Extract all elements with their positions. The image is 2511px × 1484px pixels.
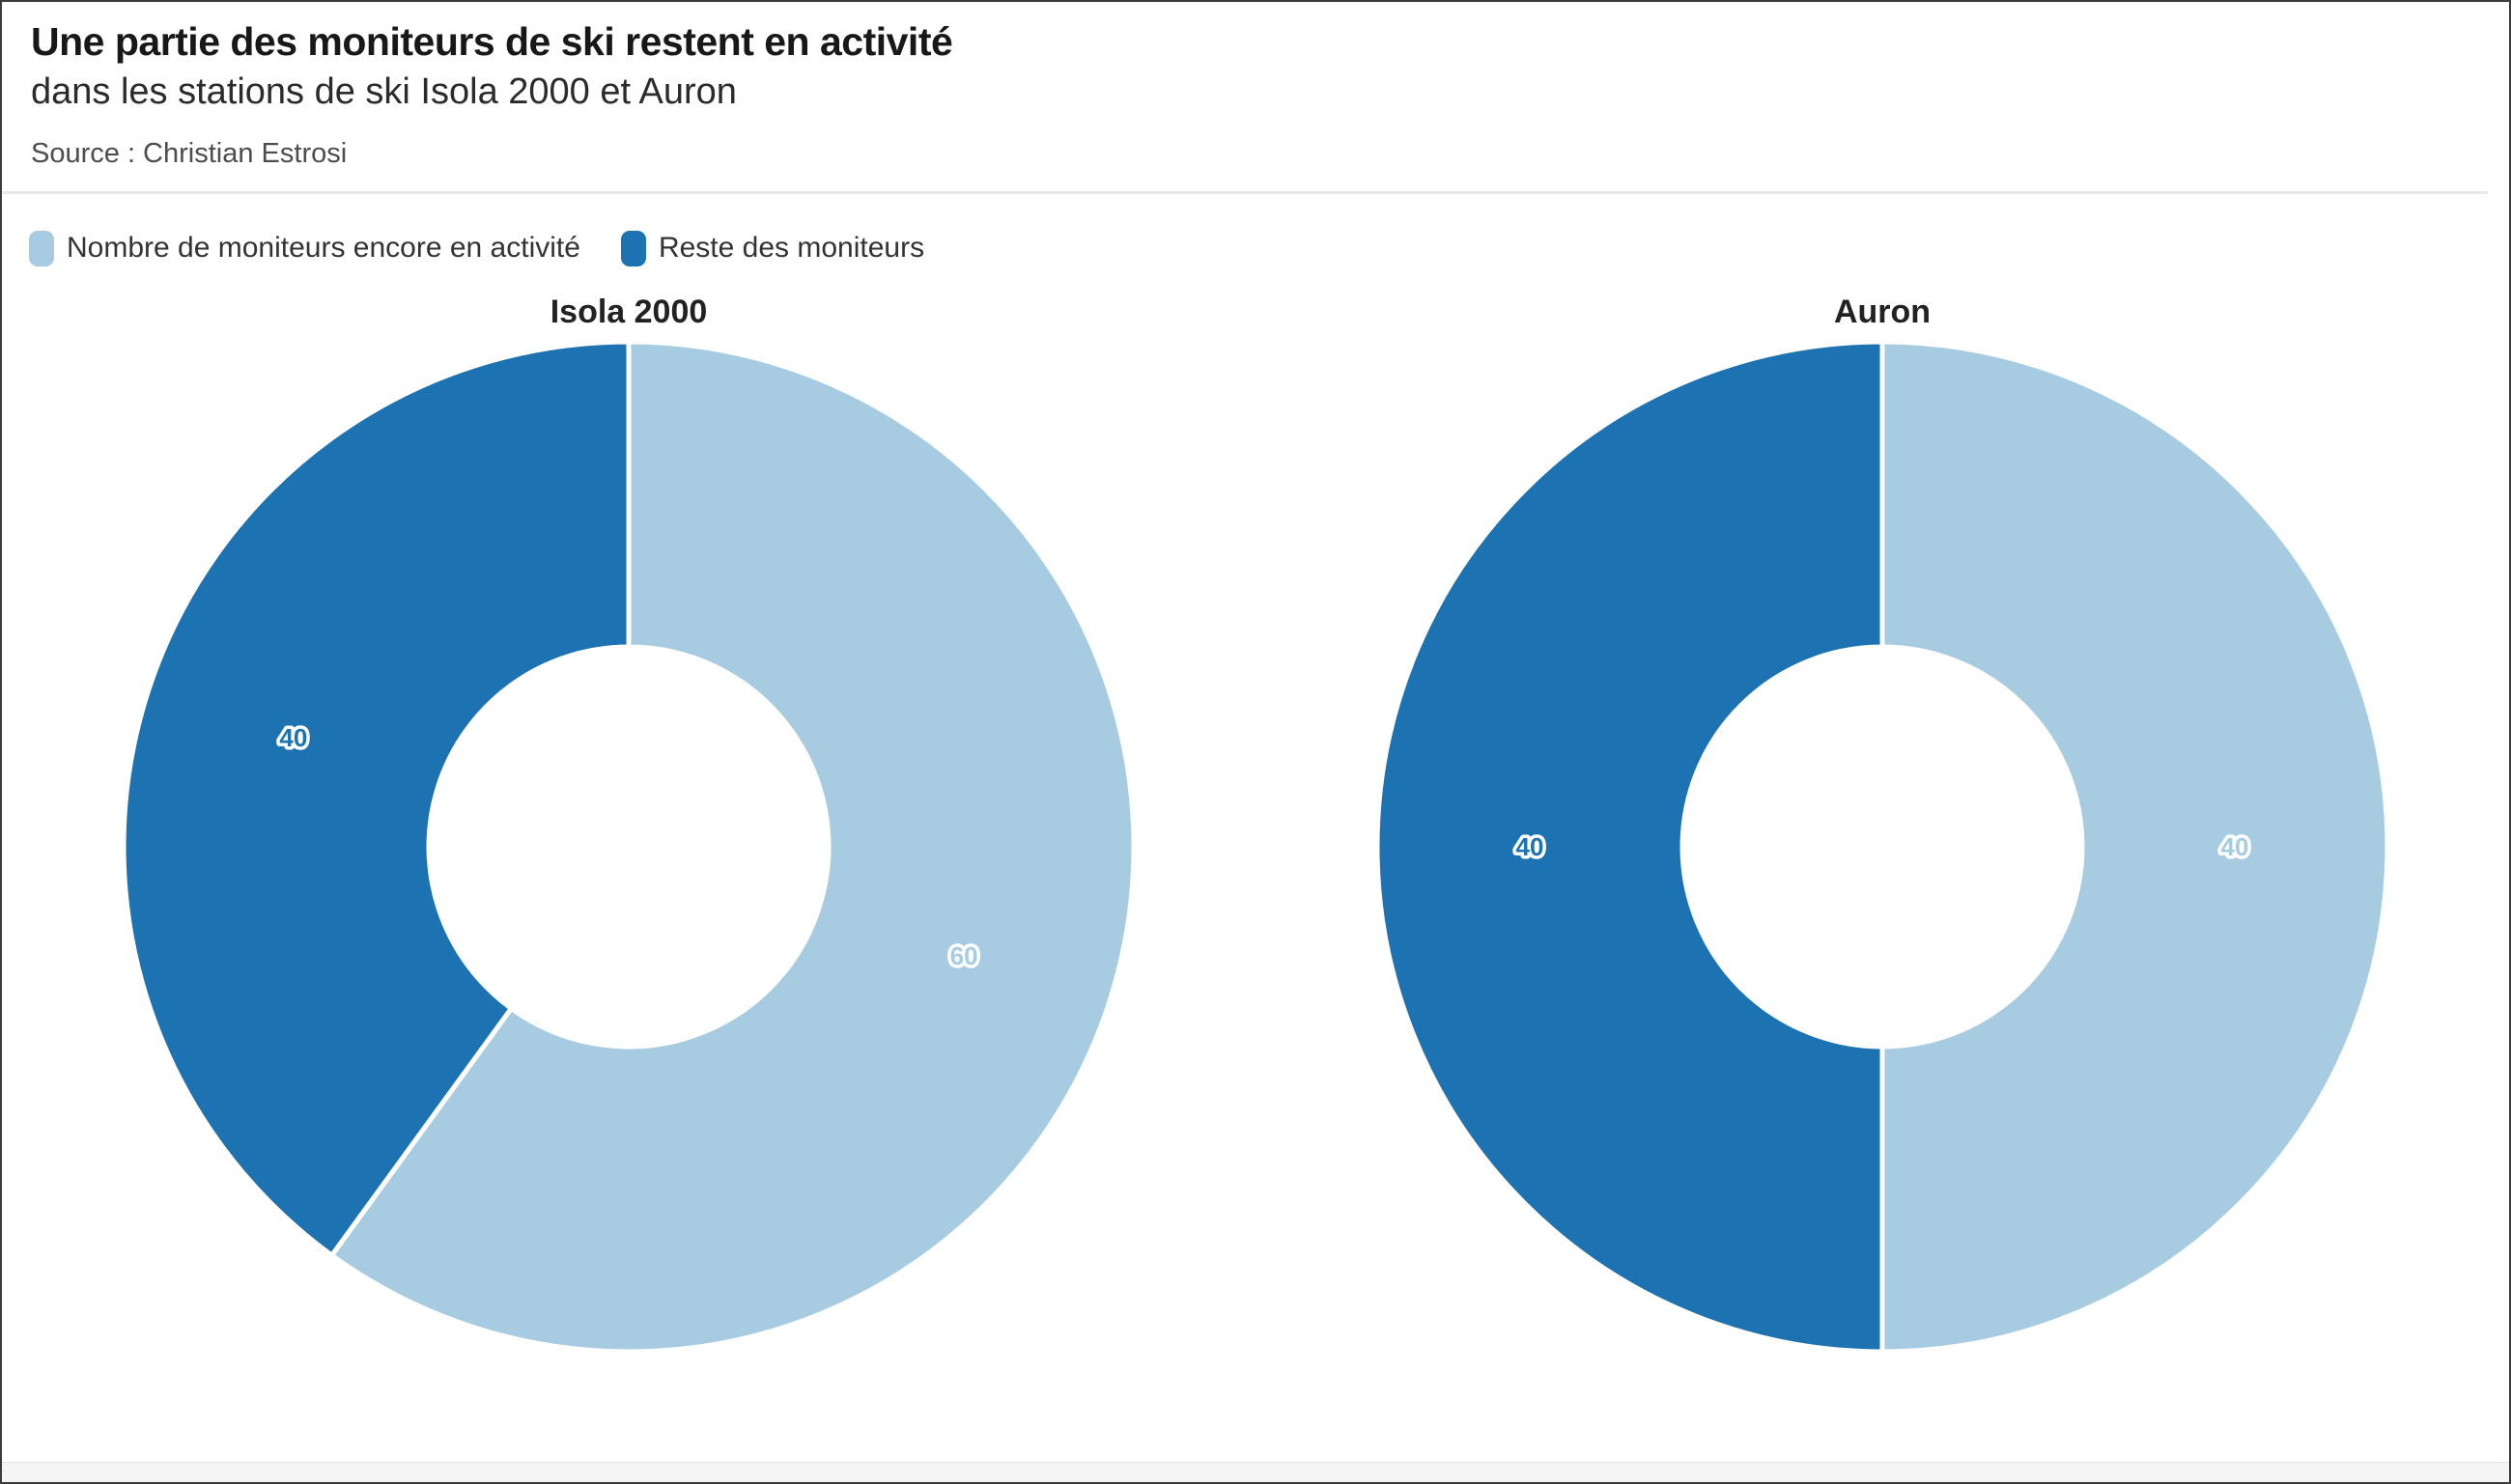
donut-svg-auron: 40 40 bbox=[1374, 339, 2390, 1355]
donut-chart-auron: Auron 40 40 bbox=[1256, 294, 2509, 1355]
page-title: Une partie des moniteurs de ski restent … bbox=[31, 19, 953, 64]
footer-bar bbox=[2, 1462, 2509, 1482]
legend-item-label: Nombre de moniteurs encore en activité bbox=[67, 232, 580, 265]
slice-value-label: 40 bbox=[1516, 832, 1544, 861]
legend: Nombre de moniteurs encore en activité Re… bbox=[2, 194, 2509, 266]
chart-title-isola-2000: Isola 2000 bbox=[550, 293, 708, 330]
chart-header: Une partie des moniteurs de ski restent … bbox=[2, 2, 2509, 170]
donut-slice-1 bbox=[1374, 339, 1885, 1355]
page-subtitle: dans les stations de ski Isola 2000 et A… bbox=[31, 71, 737, 113]
slice-value-label: 40 bbox=[279, 723, 307, 752]
header-divider bbox=[2, 190, 2488, 194]
slice-value-label: 40 bbox=[2221, 832, 2249, 861]
donut-chart-isola-2000: Isola 2000 60 40 bbox=[2, 294, 1256, 1355]
source-note: Source : Christian Estrosi bbox=[31, 137, 348, 169]
donut-slice-0 bbox=[1879, 339, 2390, 1355]
legend-item-1: Reste des moniteurs bbox=[620, 230, 925, 266]
legend-item-0: Nombre de moniteurs encore en activité bbox=[29, 230, 580, 266]
legend-swatch-icon bbox=[29, 230, 54, 266]
chart-title-auron: Auron bbox=[1833, 293, 1932, 330]
legend-swatch-icon bbox=[620, 230, 646, 266]
donut-slice-1 bbox=[121, 339, 632, 1259]
donut-slice-0 bbox=[328, 339, 1137, 1355]
legend-item-label: Reste des moniteurs bbox=[658, 232, 925, 265]
charts-row: Isola 2000 60 40 Auron 40 40 bbox=[2, 294, 2509, 1355]
slice-value-label: 60 bbox=[950, 941, 978, 970]
donut-svg-isola-2000: 60 40 bbox=[121, 339, 1137, 1355]
